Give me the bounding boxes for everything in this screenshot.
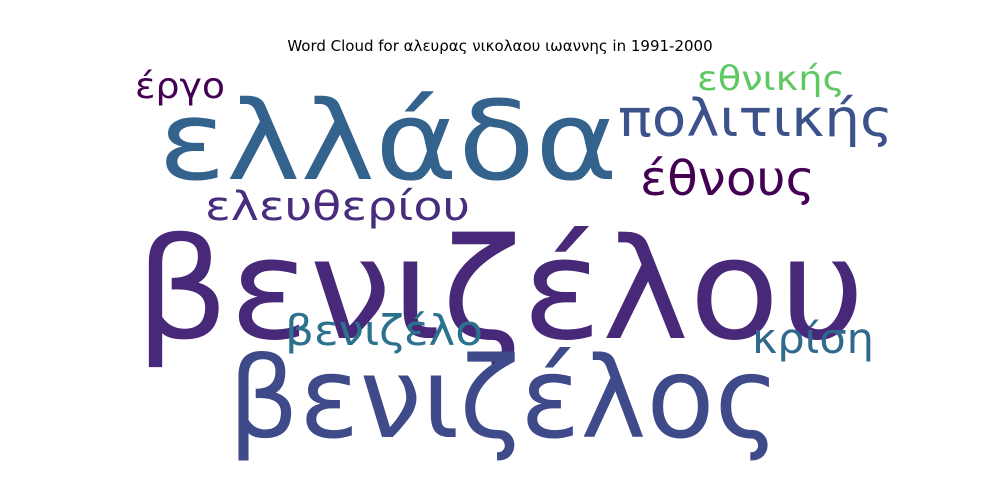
cloud-word: εθνικής <box>697 59 845 99</box>
cloud-word: βενιζέλος <box>228 334 780 464</box>
cloud-word: πολιτικής <box>618 89 893 149</box>
cloud-word: βενιζέλου <box>135 209 865 372</box>
cloud-word: ελευθερίου <box>205 184 470 230</box>
cloud-word: έθνους <box>640 151 815 207</box>
cloud-word: κρίση <box>752 314 874 363</box>
cloud-word: βενιζέλο <box>285 306 483 355</box>
cloud-word: ελλάδα <box>158 77 618 205</box>
cloud-word: έργο <box>135 66 225 107</box>
chart-title: Word Cloud for αλευρας νικολαου ιωαννης … <box>287 37 713 55</box>
